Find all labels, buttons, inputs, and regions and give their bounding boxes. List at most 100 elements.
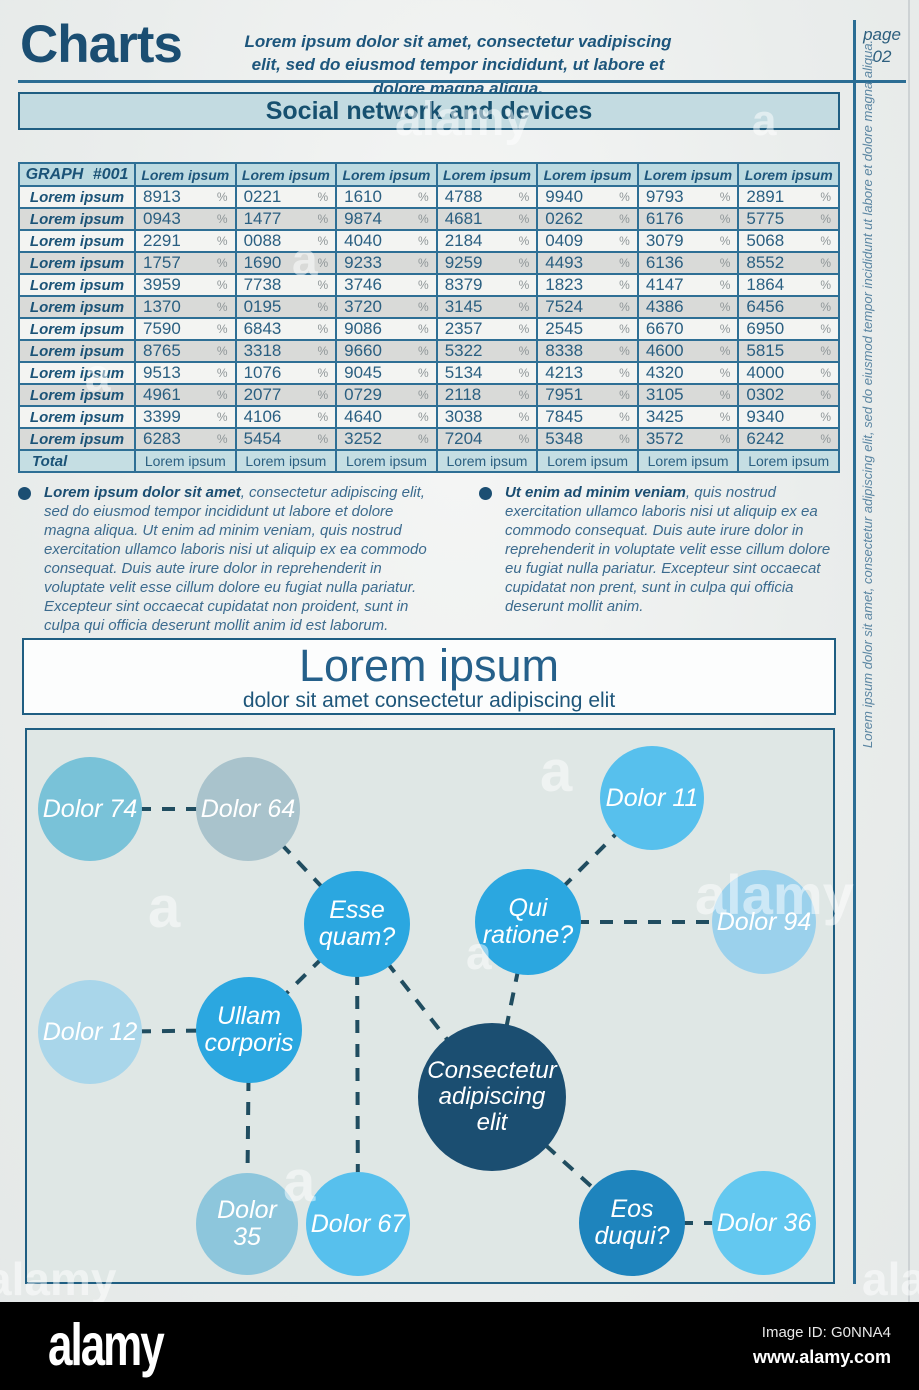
table-cell: 3038%: [435, 405, 539, 429]
table-cell-value: 4961: [143, 385, 181, 404]
table-row-label: Lorem ipsum: [18, 361, 136, 385]
table-total-label: Total: [18, 449, 136, 473]
table-cell-unit: %: [719, 432, 731, 446]
table-cell-value: 8765: [143, 341, 181, 360]
table-cell: 0943%: [134, 207, 237, 231]
table-cell-wrap: 5454%: [238, 430, 335, 448]
table-cell-unit: %: [216, 432, 228, 446]
table-cell: 9233%: [335, 251, 438, 275]
table-cell-value: 6136: [645, 253, 684, 272]
table-cell: 1370%: [134, 295, 237, 319]
table-cell: 1690%: [234, 251, 338, 275]
table-cell-wrap: 0195%: [238, 298, 335, 316]
table-cell-unit: %: [216, 234, 228, 248]
table-cell-wrap: 4788%: [439, 188, 536, 206]
table-row-label: Lorem ipsum: [18, 339, 136, 363]
table-cell-wrap: 6950%: [740, 320, 837, 338]
page-indicator-label: page: [863, 25, 901, 44]
table-cell-value: 9660: [344, 341, 382, 360]
table-row-label: Lorem ipsum: [18, 185, 136, 209]
table-cell-wrap: 7845%: [539, 408, 636, 426]
bullet-lead-1: Lorem ipsum dolor sit amet: [44, 484, 241, 501]
table-cell-unit: %: [820, 366, 831, 380]
data-table: GRAPH #001 Lorem ipsum Lorem ipsum Lorem ip…: [18, 162, 840, 473]
table-cell: 9045%: [335, 361, 438, 385]
table-cell: 3079%: [636, 229, 740, 253]
table-cell-wrap: 9340%: [740, 408, 837, 426]
table-cell: 6843%: [234, 317, 338, 341]
table-cell-unit: %: [619, 300, 630, 314]
table-cell-unit: %: [317, 410, 329, 424]
table-cell-wrap: 9086%: [338, 320, 435, 338]
table-cell: 0088%: [234, 229, 338, 253]
table-cell-wrap: 8379%: [439, 276, 536, 294]
page-indicator-number: 02: [872, 47, 892, 67]
node-eos-duqui: Eos duqui?: [579, 1170, 685, 1276]
table-cell: 3252%: [335, 427, 438, 451]
table-cell-wrap: 9793%: [640, 188, 737, 206]
table-cell: 7951%: [536, 383, 639, 407]
bullet-lead-2: Ut enim ad minim veniam: [505, 484, 686, 501]
table-cell-wrap: 0409%: [539, 232, 636, 250]
bullet-section: Lorem ipsum dolor sit amet, consectetur …: [18, 483, 840, 635]
table-cell-wrap: 3572%: [640, 430, 737, 448]
table-cell-wrap: 1610%: [338, 188, 435, 206]
table-cell-value: 1370: [143, 297, 181, 316]
table-cell-unit: %: [820, 234, 831, 248]
table-cell-unit: %: [719, 366, 731, 380]
header-subtitle: Lorem ipsum dolor sit amet, consectetur …: [244, 32, 672, 98]
table-cell-value: 9874: [344, 209, 382, 228]
table-cell-value: 7204: [444, 429, 483, 448]
page-edge-line: [908, 0, 910, 1302]
table-cell-value: 6843: [243, 319, 282, 338]
table-cell-unit: %: [820, 212, 831, 226]
bullet-icon: [479, 487, 492, 500]
table-cell: 1864%: [737, 273, 840, 297]
table-cell-value: 6670: [645, 319, 684, 338]
alamy-url-text: www.alamy.com: [752, 1347, 891, 1367]
table-cell: 6950%: [737, 317, 840, 341]
table-cell-value: 7590: [143, 319, 181, 338]
table-cell-unit: %: [619, 344, 630, 358]
table-cell-value: 9259: [444, 253, 483, 272]
table-cell-wrap: 6176%: [640, 210, 737, 228]
table-cell: 5348%: [536, 427, 639, 451]
table-cell-value: 3318: [243, 341, 282, 360]
table-cell-wrap: 8552%: [740, 254, 837, 272]
table-cell-unit: %: [216, 322, 228, 336]
bullet-text-2: Ut enim ad minim veniam, quis nostrud ex…: [505, 483, 840, 635]
table-cell-unit: %: [719, 234, 731, 248]
node-dolor-12: Dolor 12: [38, 980, 142, 1084]
table-cell: 2357%: [435, 317, 539, 341]
table-cell: 7524%: [536, 295, 639, 319]
alamy-logo: alamy: [48, 1312, 165, 1379]
table-cell-value: 4213: [545, 363, 584, 382]
table-cell-value: 3252: [344, 429, 382, 448]
table-cell-unit: %: [418, 300, 429, 314]
table-cell: 2184%: [435, 229, 539, 253]
table-cell-unit: %: [317, 322, 329, 336]
table-cell-unit: %: [317, 190, 329, 204]
table-cell-value: 4040: [344, 231, 382, 250]
table-cell-wrap: 1823%: [539, 276, 636, 294]
table-corner-label: GRAPH #001: [18, 162, 136, 187]
table-cell-value: 4386: [645, 297, 684, 316]
table-cell-unit: %: [317, 432, 329, 446]
table-cell: 4106%: [234, 405, 338, 429]
table-cell-value: 2357: [444, 319, 483, 338]
table-cell-unit: %: [216, 256, 228, 270]
node-consectetur: Consectetur adipiscing elit: [418, 1023, 566, 1171]
table-cell-unit: %: [820, 190, 831, 204]
table-cell-unit: %: [820, 256, 831, 270]
table-cell-wrap: 2545%: [539, 320, 636, 338]
table-cell: 2545%: [536, 317, 639, 341]
table-cell-unit: %: [317, 300, 329, 314]
table-cell-unit: %: [518, 300, 530, 314]
bullet-text-1: Lorem ipsum dolor sit amet, consectetur …: [44, 483, 443, 635]
table-column-header: Lorem ipsum: [134, 162, 237, 187]
table-cell-unit: %: [418, 432, 429, 446]
table-cell-value: 7524: [545, 297, 584, 316]
table-cell-value: 5322: [444, 341, 483, 360]
node-qui-ratione: Qui ratione?: [475, 869, 581, 975]
table-cell-wrap: 7590%: [137, 319, 234, 338]
